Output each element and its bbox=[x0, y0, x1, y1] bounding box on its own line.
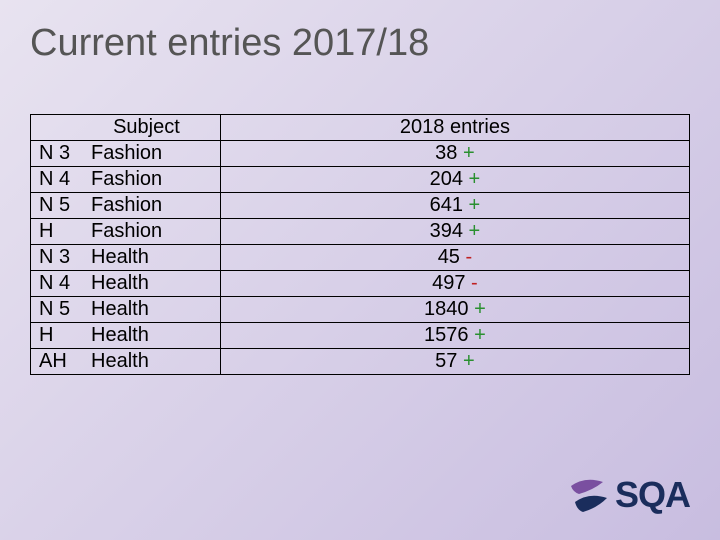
entries-cell: 1576 + bbox=[220, 323, 689, 349]
page-title: Current entries 2017/18 bbox=[30, 22, 429, 65]
entry-value: 394 bbox=[430, 220, 463, 242]
entries-cell: 394 + bbox=[220, 219, 689, 245]
subject-text: Health bbox=[91, 324, 149, 346]
entry-value: 204 bbox=[430, 168, 463, 190]
entry-sign: + bbox=[457, 142, 474, 164]
level-text: AH bbox=[39, 350, 91, 373]
table-row: HHealth1576 + bbox=[31, 323, 690, 349]
level-text: N 4 bbox=[39, 168, 91, 191]
entries-table-wrap: Subject 2018 entries N 3Fashion38 +N 4Fa… bbox=[30, 114, 690, 375]
col-header-subject: Subject bbox=[31, 115, 221, 141]
level-text: N 3 bbox=[39, 142, 91, 165]
subject-text: Health bbox=[91, 272, 149, 294]
table-row: N 3Health45 - bbox=[31, 245, 690, 271]
sqa-logo-mark bbox=[565, 472, 611, 518]
entry-sign: + bbox=[463, 194, 480, 216]
entries-cell: 57 + bbox=[220, 349, 689, 375]
entry-sign: - bbox=[460, 246, 472, 268]
entry-sign: + bbox=[469, 324, 486, 346]
level-subject-cell: N 3Fashion bbox=[31, 141, 221, 167]
level-subject-cell: HFashion bbox=[31, 219, 221, 245]
level-subject-cell: N 3Health bbox=[31, 245, 221, 271]
subject-text: Health bbox=[91, 350, 149, 372]
entry-value: 38 bbox=[435, 142, 457, 164]
level-text: H bbox=[39, 324, 91, 347]
subject-text: Health bbox=[91, 298, 149, 320]
level-text: N 4 bbox=[39, 272, 91, 295]
level-text: N 5 bbox=[39, 194, 91, 217]
subject-text: Fashion bbox=[91, 220, 162, 242]
table-row: HFashion394 + bbox=[31, 219, 690, 245]
level-subject-cell: N 5Fashion bbox=[31, 193, 221, 219]
entries-cell: 1840 + bbox=[220, 297, 689, 323]
table-row: N 3Fashion38 + bbox=[31, 141, 690, 167]
subject-text: Fashion bbox=[91, 168, 162, 190]
table-row: N 5Fashion641 + bbox=[31, 193, 690, 219]
entry-value: 45 bbox=[438, 246, 460, 268]
sqa-logo-text: SQA bbox=[615, 474, 690, 516]
entry-sign: - bbox=[466, 272, 478, 294]
entries-cell: 497 - bbox=[220, 271, 689, 297]
entry-value: 497 bbox=[432, 272, 465, 294]
level-text: H bbox=[39, 220, 91, 243]
sqa-logo: SQA bbox=[565, 472, 690, 518]
level-text: N 5 bbox=[39, 298, 91, 321]
entries-cell: 38 + bbox=[220, 141, 689, 167]
level-subject-cell: HHealth bbox=[31, 323, 221, 349]
entries-cell: 45 - bbox=[220, 245, 689, 271]
table-row: N 4Health497 - bbox=[31, 271, 690, 297]
entries-table: Subject 2018 entries N 3Fashion38 +N 4Fa… bbox=[30, 114, 690, 375]
level-subject-cell: N 5Health bbox=[31, 297, 221, 323]
table-header-row: Subject 2018 entries bbox=[31, 115, 690, 141]
entry-sign: + bbox=[457, 350, 474, 372]
level-text: N 3 bbox=[39, 246, 91, 269]
entries-cell: 641 + bbox=[220, 193, 689, 219]
entry-value: 57 bbox=[435, 350, 457, 372]
subject-text: Fashion bbox=[91, 194, 162, 216]
table-row: N 4Fashion204 + bbox=[31, 167, 690, 193]
entry-sign: + bbox=[463, 168, 480, 190]
entry-value: 1576 bbox=[424, 324, 469, 346]
entries-cell: 204 + bbox=[220, 167, 689, 193]
level-subject-cell: N 4Health bbox=[31, 271, 221, 297]
level-subject-cell: N 4Fashion bbox=[31, 167, 221, 193]
subject-text: Health bbox=[91, 246, 149, 268]
entry-value: 1840 bbox=[424, 298, 469, 320]
table-row: AHHealth57 + bbox=[31, 349, 690, 375]
entry-value: 641 bbox=[430, 194, 463, 216]
entry-sign: + bbox=[469, 298, 486, 320]
table-row: N 5Health1840 + bbox=[31, 297, 690, 323]
col-header-entries: 2018 entries bbox=[220, 115, 689, 141]
subject-text: Fashion bbox=[91, 142, 162, 164]
entry-sign: + bbox=[463, 220, 480, 242]
level-subject-cell: AHHealth bbox=[31, 349, 221, 375]
